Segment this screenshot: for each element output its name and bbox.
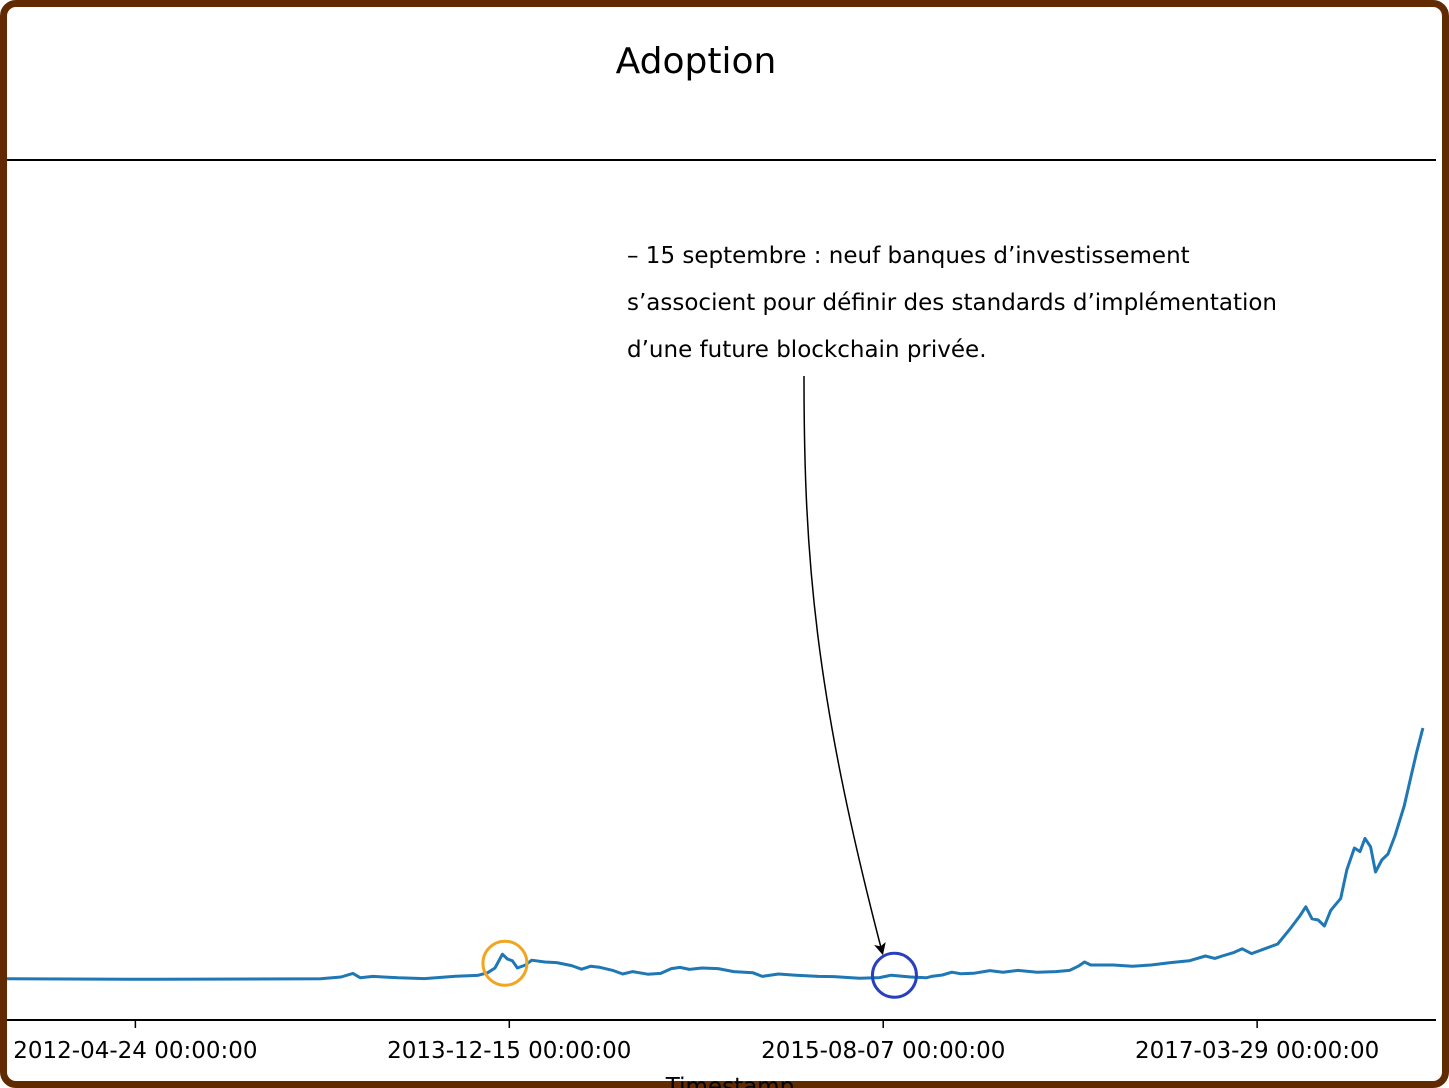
annotation-text: – 15 septembre : neuf banques d’investis… [627,233,1347,374]
highlight-circle [870,951,918,999]
x-axis-ticks: 2012-04-24 00:00:00 2013-12-15 00:00:00 20… [13,1020,1379,1064]
annotation-line: s’associent pour définir des standards d… [627,290,1278,316]
highlight-circles [481,939,918,999]
x-axis-label: Timestamp [665,1074,794,1088]
annotation-line: – 15 septembre : neuf banques d’investis… [627,243,1190,269]
chart-title: Adoption [615,41,777,82]
series-line [6,727,1425,981]
highlight-circle [481,939,529,987]
annotation-arrow [803,375,886,956]
x-tick-label: 2017-03-29 00:00:00 [1135,1038,1379,1064]
annotation-line: d’une future blockchain privée. [627,337,987,363]
x-tick-label: 2013-12-15 00:00:00 [387,1038,631,1064]
x-tick-label: 2012-04-24 00:00:00 [13,1038,257,1064]
x-tick-label: 2015-08-07 00:00:00 [761,1038,1005,1064]
